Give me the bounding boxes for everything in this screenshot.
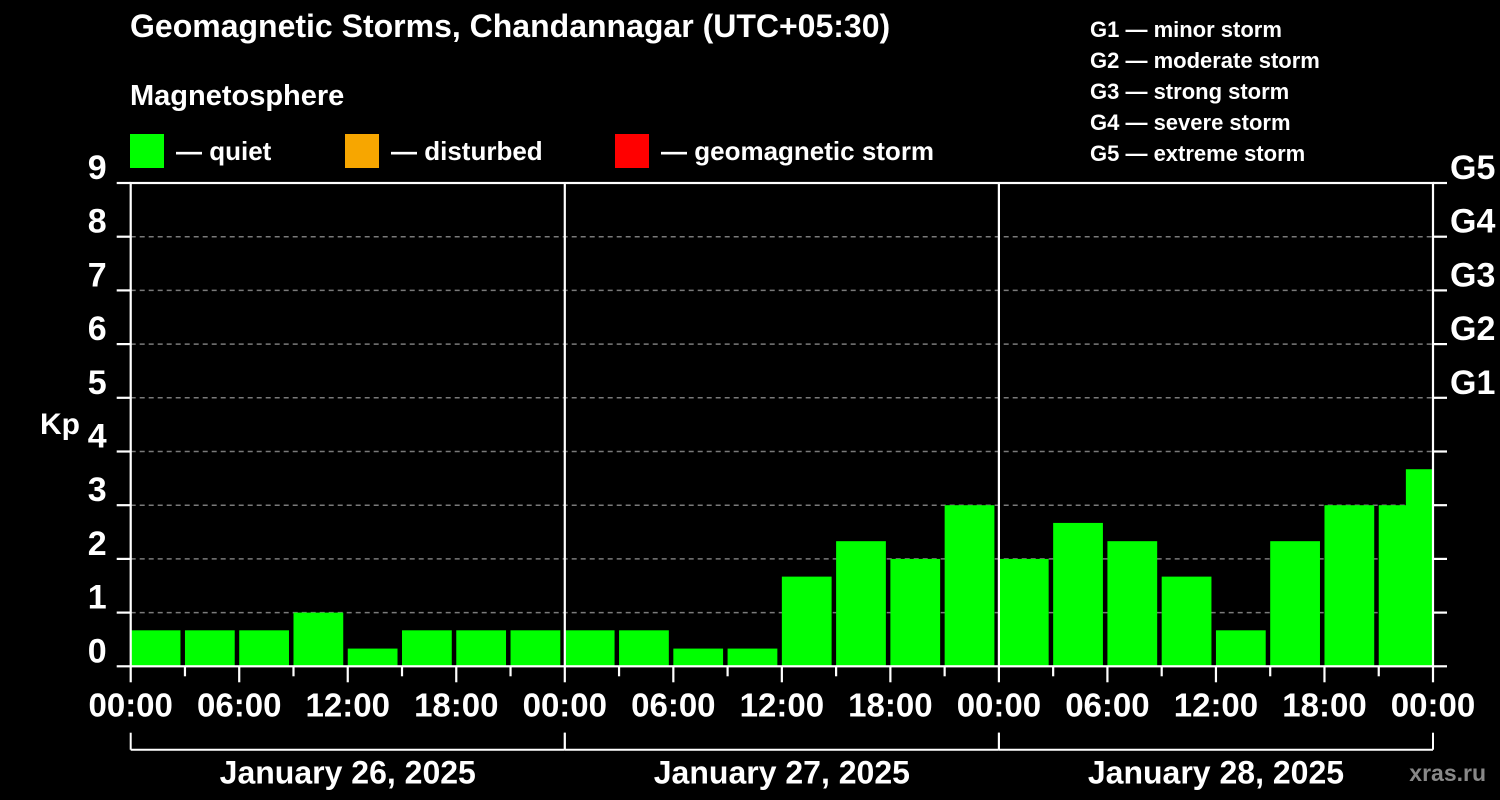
svg-text:8: 8 [88, 203, 107, 241]
svg-text:6: 6 [88, 310, 107, 348]
svg-text:06:00: 06:00 [197, 686, 281, 723]
svg-text:7: 7 [88, 256, 107, 294]
svg-text:G4: G4 [1450, 203, 1495, 241]
svg-text:00:00: 00:00 [1391, 686, 1475, 723]
svg-text:January 28, 2025: January 28, 2025 [1088, 755, 1344, 791]
svg-text:5: 5 [88, 364, 107, 402]
svg-text:12:00: 12:00 [740, 686, 824, 723]
svg-text:18:00: 18:00 [848, 686, 932, 723]
svg-text:Kp: Kp [40, 408, 80, 441]
svg-text:3: 3 [88, 471, 107, 509]
svg-text:G1: G1 [1450, 364, 1495, 402]
svg-text:January 27, 2025: January 27, 2025 [654, 755, 910, 791]
svg-text:12:00: 12:00 [306, 686, 390, 723]
svg-text:1: 1 [88, 579, 107, 617]
svg-text:12:00: 12:00 [1174, 686, 1258, 723]
svg-text:18:00: 18:00 [414, 686, 498, 723]
svg-text:00:00: 00:00 [523, 686, 607, 723]
svg-text:4: 4 [88, 418, 107, 456]
svg-text:9: 9 [88, 149, 107, 187]
svg-text:18:00: 18:00 [1282, 686, 1366, 723]
svg-text:06:00: 06:00 [1065, 686, 1149, 723]
svg-text:G2: G2 [1450, 310, 1495, 348]
svg-text:06:00: 06:00 [631, 686, 715, 723]
svg-text:G3: G3 [1450, 256, 1495, 294]
svg-text:January 26, 2025: January 26, 2025 [220, 755, 476, 791]
svg-text:0: 0 [88, 632, 107, 670]
svg-text:00:00: 00:00 [88, 686, 172, 723]
svg-text:00:00: 00:00 [957, 686, 1041, 723]
svg-text:2: 2 [88, 525, 107, 563]
